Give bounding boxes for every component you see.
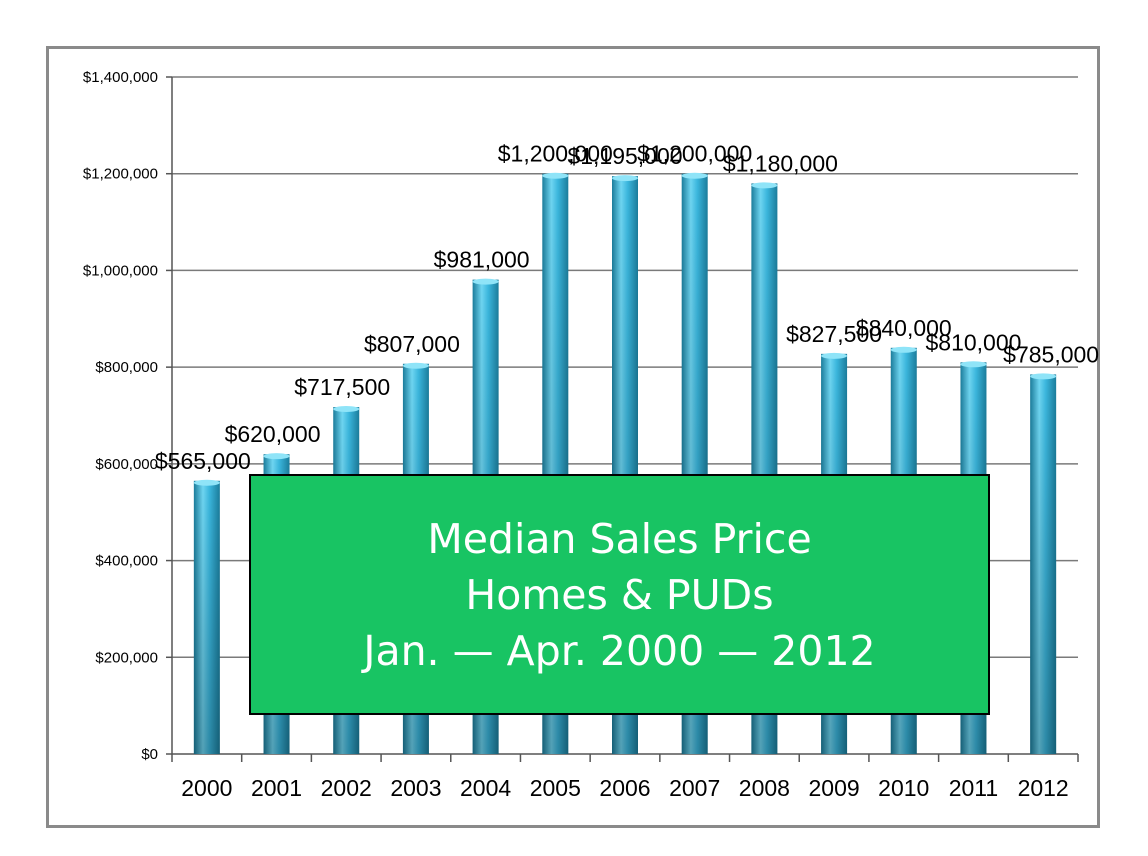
- bar-top-2005: [542, 172, 569, 179]
- bar-top-2009: [821, 352, 848, 359]
- bar-top-2003: [402, 362, 429, 369]
- x-tick-label: 2000: [181, 775, 232, 801]
- data-label: $1,200,000: [637, 141, 752, 167]
- bar-top-2006: [612, 175, 638, 182]
- bar-shade-2012: [1030, 374, 1057, 754]
- x-tick-label: 2005: [530, 775, 581, 801]
- y-tick-label: $0: [141, 746, 158, 763]
- data-label: $1,180,000: [723, 150, 838, 176]
- x-tick-label: 2011: [949, 775, 998, 801]
- axes: $0 $200,000 $400,000 $600,000 $800,000 $1,000…: [83, 69, 1079, 763]
- x-tick-label: 2007: [669, 775, 720, 801]
- data-label: $840,000: [856, 315, 952, 341]
- y-tick-label: $600,000: [95, 456, 158, 473]
- data-label: $810,000: [925, 329, 1021, 355]
- x-tick-label: 2006: [599, 775, 650, 801]
- bar-top-2011: [960, 361, 987, 368]
- bar-top-2010: [890, 346, 917, 353]
- y-tick-label: $800,000: [95, 359, 158, 376]
- x-tick-label: 2001: [251, 775, 302, 801]
- x-tick-label: 2009: [808, 775, 859, 801]
- bar-top-2001: [263, 453, 290, 460]
- x-tick-label: 2004: [460, 775, 511, 801]
- bar-top-2002: [333, 406, 360, 413]
- data-label: $1,200,000: [498, 141, 613, 167]
- bar-top-2007: [681, 172, 708, 179]
- data-labels: 2000 $565,000 2001 $620,000 2002 $717,500 2003…: [155, 141, 1099, 801]
- bar-top-2012: [1030, 373, 1057, 380]
- y-tick-label: $1,200,000: [83, 166, 158, 183]
- chart-title-box: Median Sales Price Homes & PUDs Jan. — A…: [249, 474, 990, 715]
- data-label: $1,195,000: [567, 143, 682, 169]
- bar-top-2000: [193, 479, 220, 486]
- chart-title-line-1: Median Sales Price: [427, 514, 812, 563]
- x-tick-label: 2012: [1018, 775, 1069, 801]
- bar-top-2004: [472, 278, 499, 285]
- data-label: $807,000: [364, 331, 460, 357]
- data-label: $717,500: [294, 374, 390, 400]
- y-tick-label: $1,000,000: [83, 262, 158, 279]
- data-label: $565,000: [155, 448, 251, 474]
- x-tick-label: 2002: [321, 775, 372, 801]
- data-label: $827,500: [786, 321, 882, 347]
- data-label: $981,000: [434, 247, 530, 273]
- data-label: $620,000: [225, 421, 321, 447]
- bar-shade-2000: [193, 480, 220, 754]
- data-label: $785,000: [1003, 341, 1099, 367]
- y-tick-label: $400,000: [95, 553, 158, 570]
- y-tick-label: $200,000: [95, 649, 158, 666]
- x-tick-label: 2010: [878, 775, 929, 801]
- y-tick-label: $1,400,000: [83, 69, 158, 86]
- chart-title-line-3: Jan. — Apr. 2000 — 2012: [363, 626, 876, 675]
- chart-title-line-2: Homes & PUDs: [465, 570, 774, 619]
- x-tick-label: 2003: [390, 775, 441, 801]
- x-tick-label: 2008: [739, 775, 790, 801]
- bar-top-2008: [751, 182, 778, 189]
